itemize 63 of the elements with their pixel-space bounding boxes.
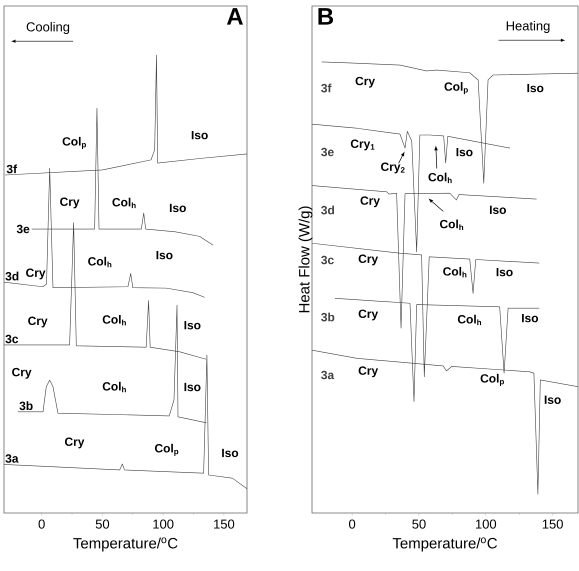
x-axis-title: Temperature/$^{o}$C	[392, 538, 498, 552]
annotation: Cry	[358, 366, 378, 378]
annotation: Iso	[527, 84, 544, 92]
x-axis-title: Temperature/$^{o}$C	[73, 538, 178, 552]
annotation: Col$_{h}$	[102, 314, 126, 326]
annotation: Cry	[26, 268, 46, 280]
annotation: Iso	[522, 314, 538, 322]
annotation: Iso	[544, 396, 561, 404]
annotation: Iso	[192, 130, 208, 140]
annotation: Cry$_{2}$	[381, 162, 405, 174]
series-label: 3b	[321, 312, 334, 322]
series-label: 3f	[321, 84, 332, 92]
annotation: Col$_{p}$	[154, 444, 178, 456]
annotation: Iso	[490, 206, 506, 214]
annotation: Col$_{h}$	[88, 256, 112, 268]
annotation: Cry	[356, 76, 375, 88]
annotation: Cry	[12, 368, 32, 379]
y-axis-title: Heat Flow (W/g)	[298, 206, 312, 312]
annotation: Col$_{h}$	[440, 220, 464, 230]
chart-title: A	[226, 8, 243, 25]
annotation: Iso	[222, 448, 238, 458]
series-label: 3e	[16, 224, 30, 234]
annotation: Col$_{h}$	[112, 198, 136, 208]
annotation: Col$_{h}$	[458, 314, 482, 326]
series-label: 3f	[6, 164, 18, 174]
annotation: Cry$_{1}$	[350, 140, 375, 150]
series-label: 3c	[5, 334, 18, 344]
x-tick-label: 150	[542, 520, 563, 529]
annotation: Cry	[64, 438, 84, 448]
x-tick-label: 0	[38, 520, 45, 529]
annotation: Col$_{h}$	[443, 266, 466, 278]
annotation: Iso	[456, 148, 473, 156]
series-label: 3a	[5, 454, 19, 463]
annotation: Cry	[60, 198, 80, 208]
chart-title: B	[318, 8, 334, 25]
x-tick-label: 50	[412, 520, 426, 529]
text: Cooling	[26, 22, 70, 34]
x-tick-label: 100	[153, 520, 174, 529]
annotation: Cry	[358, 254, 378, 266]
annotation: Iso	[496, 268, 513, 276]
series-label: 3a	[321, 370, 334, 380]
annotation: Cry	[360, 196, 380, 208]
annotation: Col$_{p}$	[444, 82, 468, 94]
x-tick-label: 0	[349, 520, 356, 529]
annotation: Cry	[358, 310, 378, 320]
annotation: Iso	[156, 250, 173, 260]
annotation: Cry	[28, 316, 48, 328]
x-tick-label: 150	[214, 520, 234, 529]
annotation: Col$_{h}$	[428, 172, 452, 184]
series-label: 3d	[5, 272, 18, 280]
annotation: Col$_{p}$	[480, 374, 504, 386]
annotation: Iso	[170, 204, 186, 212]
text: Heating	[506, 20, 550, 34]
series-label: 3e	[321, 148, 334, 156]
annotation: Iso	[184, 382, 200, 392]
annotation: Col$_{p}$	[62, 136, 86, 149]
x-tick-label: 50	[96, 520, 110, 529]
annotation: Col$_{h}$	[102, 382, 126, 392]
x-tick-label: 100	[476, 520, 496, 529]
series-label: 3c	[321, 256, 334, 264]
series-label: 3b	[19, 401, 33, 410]
series-label: 3d	[321, 206, 334, 214]
annotation: Iso	[184, 321, 200, 330]
